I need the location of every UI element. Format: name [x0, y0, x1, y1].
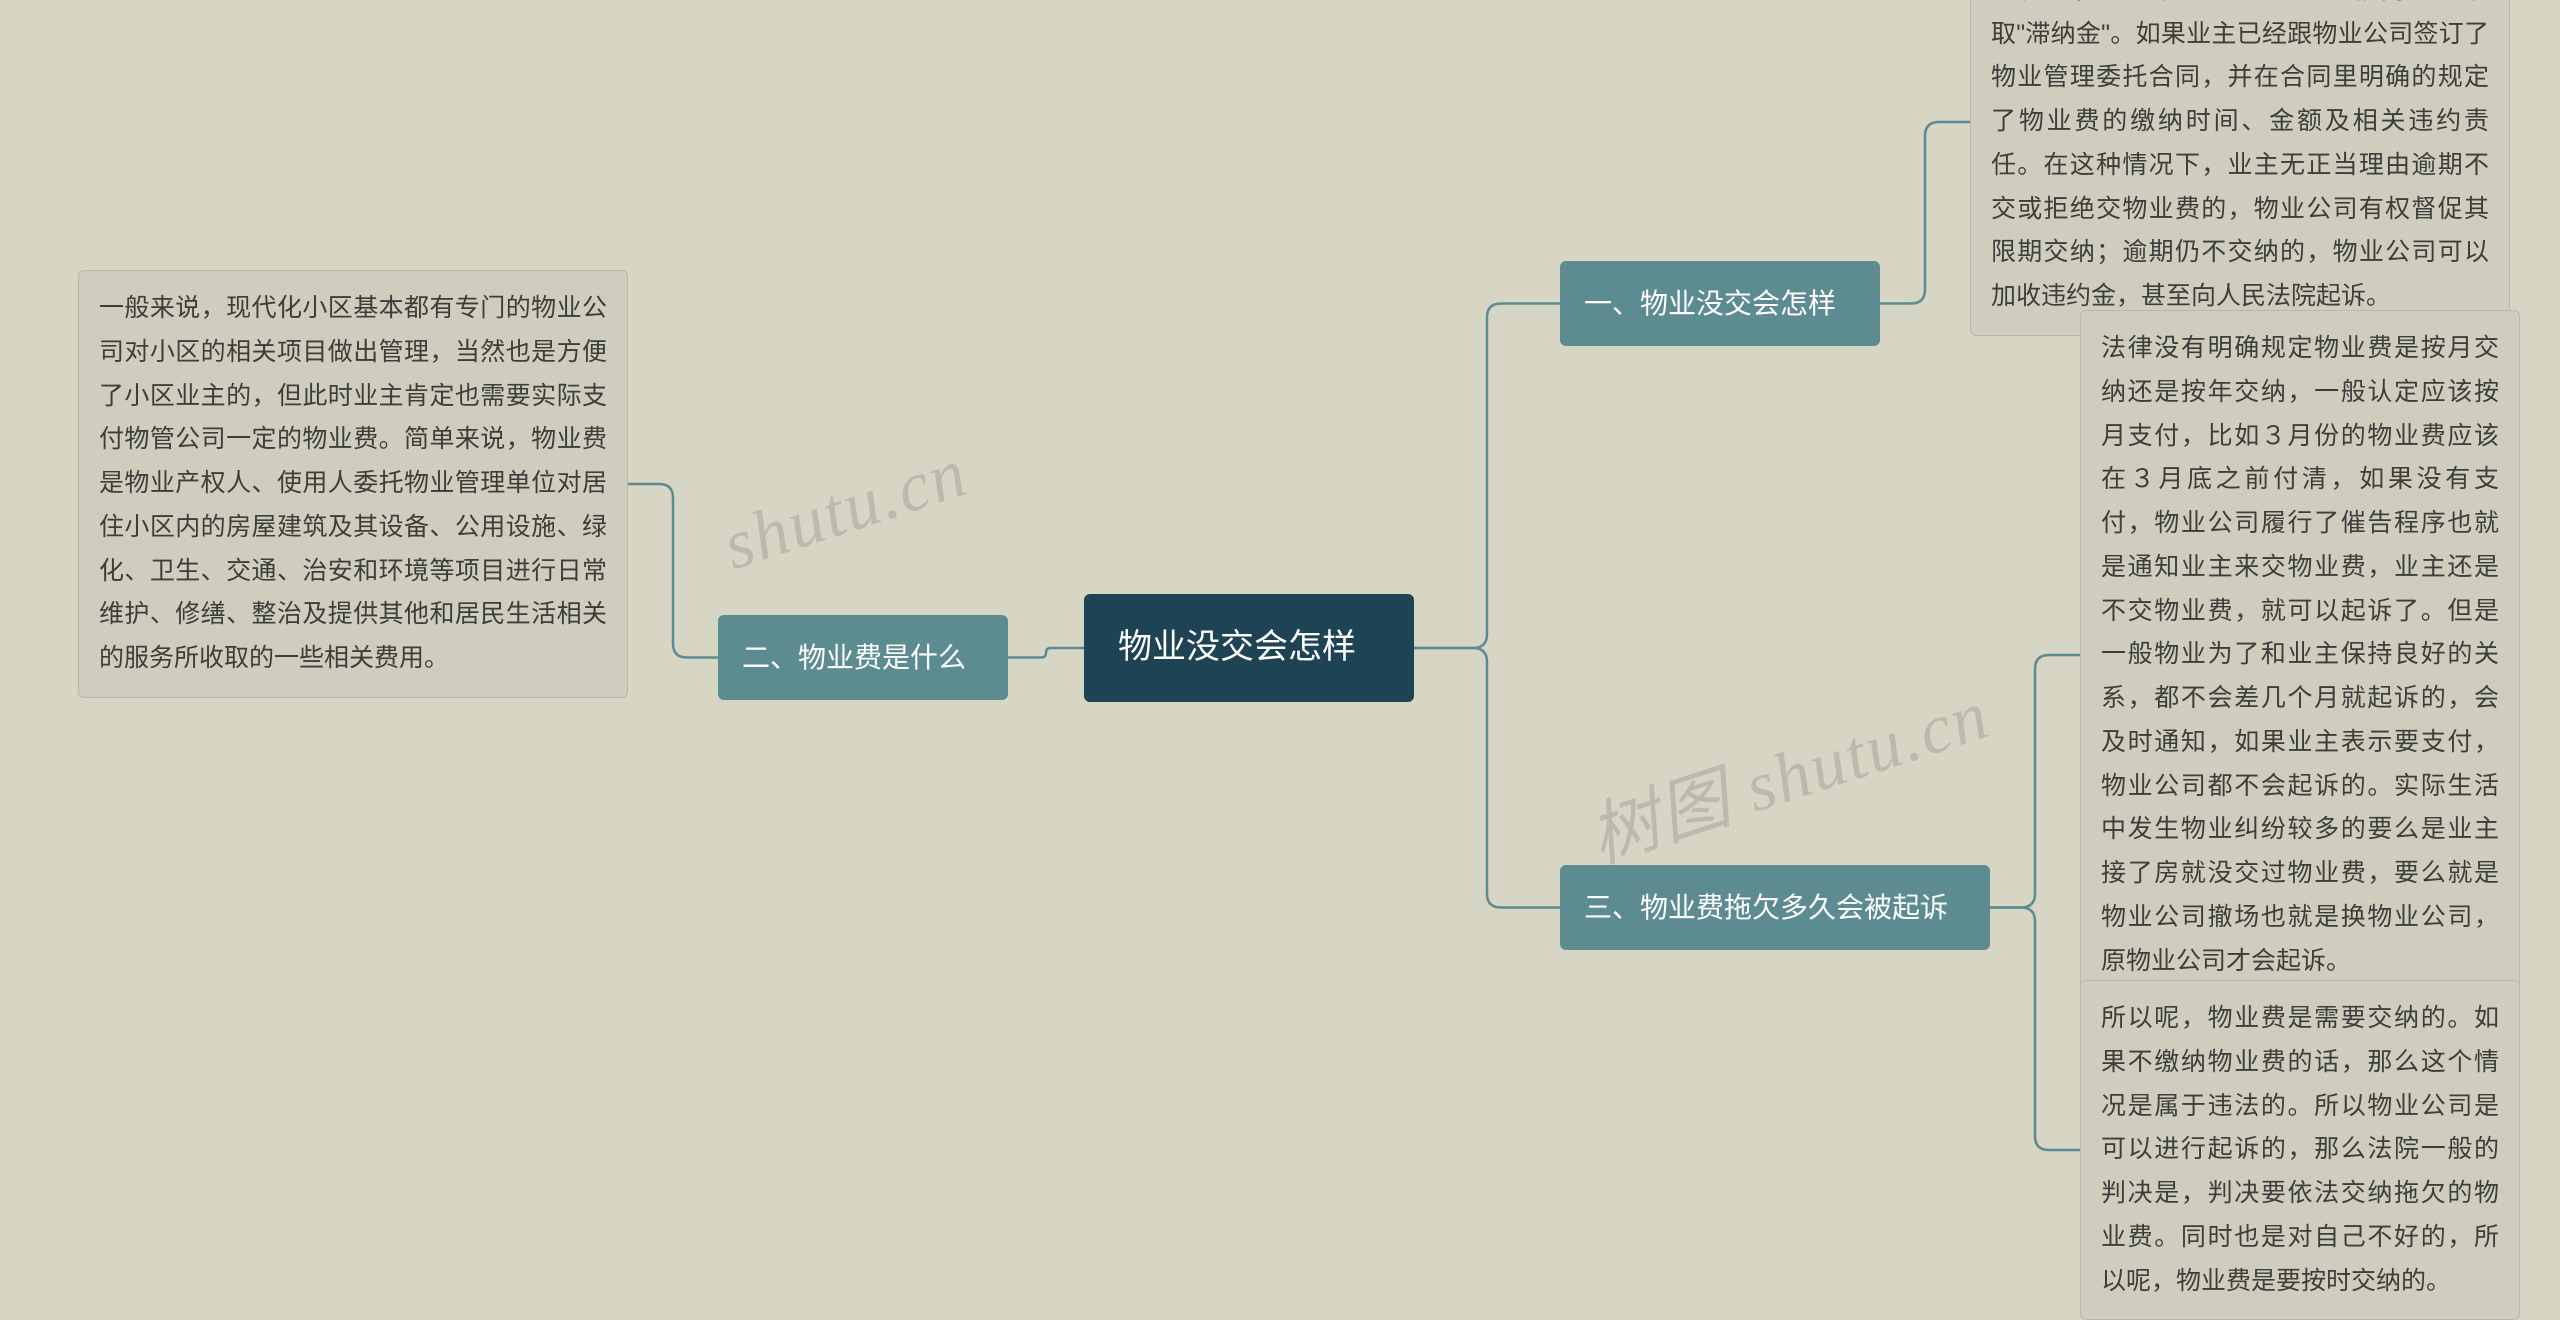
mindmap-canvas: 物业没交会怎样 一、物业没交会怎样 业主欠交物业费不存在国家法律和行政处罚的含义… — [0, 0, 2560, 1246]
watermark-2: 树图 shutu.cn — [1575, 658, 2001, 882]
watermark-1: shutu.cn — [714, 433, 978, 587]
branch-node-1[interactable]: 一、物业没交会怎样 — [1560, 261, 1880, 346]
leaf-node-2: 一般来说，现代化小区基本都有专门的物业公司对小区的相关项目做出管理，当然也是方便… — [78, 270, 628, 698]
leaf-node-3b: 所以呢，物业费是需要交纳的。如果不缴纳物业费的话，那么这个情况是属于违法的。所以… — [2080, 980, 2520, 1320]
leaf-node-3a: 法律没有明确规定物业费是按月交纳还是按年交纳，一般认定应该按月支付，比如３月份的… — [2080, 310, 2520, 1000]
branch-node-3[interactable]: 三、物业费拖欠多久会被起诉 — [1560, 865, 1990, 950]
leaf-node-1: 业主欠交物业费不存在国家法律和行政处罚的含义，所以物业公司没有资格向业主收取"滞… — [1970, 0, 2510, 336]
root-node[interactable]: 物业没交会怎样 — [1084, 594, 1414, 702]
branch-node-2[interactable]: 二、物业费是什么 — [718, 615, 1008, 700]
